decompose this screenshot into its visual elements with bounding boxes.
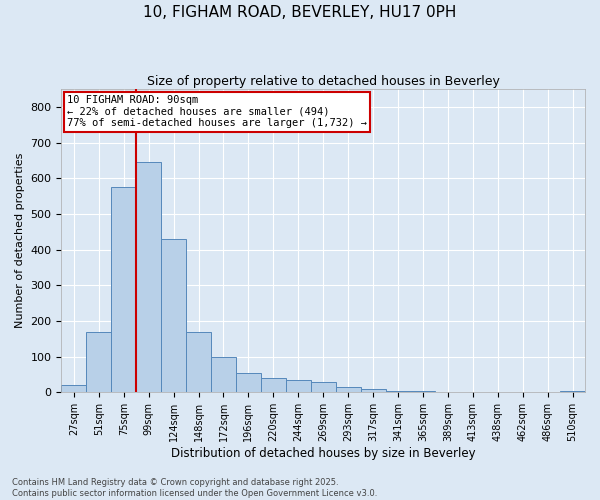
Bar	[560, 390, 585, 392]
Bar	[136, 162, 161, 392]
Bar	[211, 356, 236, 392]
Bar	[236, 372, 261, 392]
Text: 10, FIGHAM ROAD, BEVERLEY, HU17 0PH: 10, FIGHAM ROAD, BEVERLEY, HU17 0PH	[143, 5, 457, 20]
Bar	[311, 382, 335, 392]
Title: Size of property relative to detached houses in Beverley: Size of property relative to detached ho…	[147, 75, 500, 88]
Bar	[286, 380, 311, 392]
Bar	[111, 188, 136, 392]
Bar	[86, 332, 111, 392]
Bar	[161, 239, 186, 392]
Y-axis label: Number of detached properties: Number of detached properties	[15, 153, 25, 328]
Bar	[186, 332, 211, 392]
Text: 10 FIGHAM ROAD: 90sqm
← 22% of detached houses are smaller (494)
77% of semi-det: 10 FIGHAM ROAD: 90sqm ← 22% of detached …	[67, 95, 367, 128]
X-axis label: Distribution of detached houses by size in Beverley: Distribution of detached houses by size …	[171, 447, 476, 460]
Bar	[361, 389, 386, 392]
Bar	[386, 390, 410, 392]
Bar	[335, 387, 361, 392]
Bar	[61, 385, 86, 392]
Text: Contains HM Land Registry data © Crown copyright and database right 2025.
Contai: Contains HM Land Registry data © Crown c…	[12, 478, 377, 498]
Bar	[261, 378, 286, 392]
